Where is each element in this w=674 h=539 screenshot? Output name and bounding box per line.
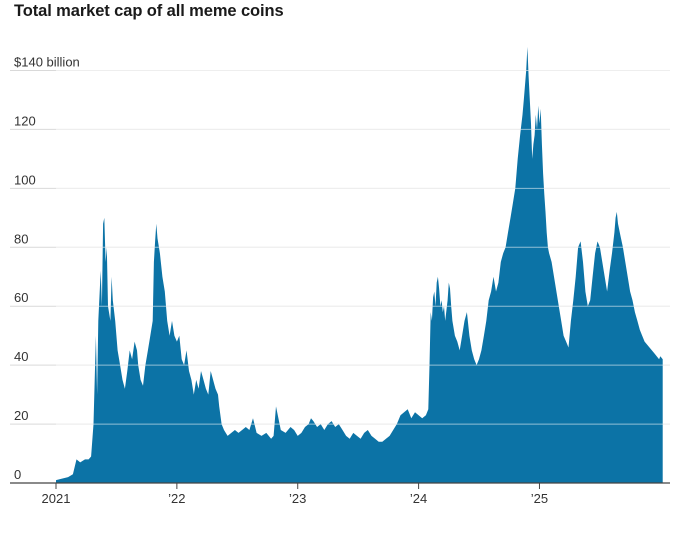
y-axis-labels: 0 20 40 60 80 100 120 $140 billion	[14, 54, 80, 482]
x-tick-label-0: 2021	[42, 491, 71, 506]
chart-title: Total market cap of all meme coins	[14, 2, 284, 20]
x-tick-label-1: ’22	[168, 491, 185, 506]
x-axis	[10, 482, 670, 489]
gridlines-overlay	[56, 69, 670, 425]
y-tick-label-100: 100	[14, 172, 36, 187]
y-tick-label-20: 20	[14, 408, 28, 423]
y-tick-label-60: 60	[14, 290, 28, 305]
area-market-cap	[56, 46, 663, 484]
x-tick-label-3: ’24	[410, 491, 427, 506]
y-tick-label-0: 0	[14, 467, 21, 482]
x-tick-label-4: ’25	[531, 491, 548, 506]
x-tick-label-2: ’23	[289, 491, 306, 506]
area-series	[56, 46, 663, 484]
y-tick-label-80: 80	[14, 231, 28, 246]
y-tick-label-120: 120	[14, 113, 36, 128]
y-tick-label-140: $140 billion	[14, 54, 80, 69]
x-axis-labels: 2021 ’22 ’23 ’24 ’25	[42, 491, 549, 506]
y-tick-label-40: 40	[14, 349, 28, 364]
